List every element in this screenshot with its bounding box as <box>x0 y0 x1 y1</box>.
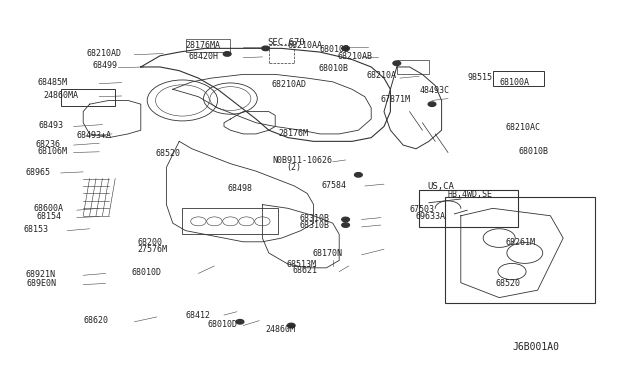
Text: 68154: 68154 <box>36 212 61 221</box>
Text: 68153: 68153 <box>23 225 48 234</box>
Text: 68210AD: 68210AD <box>272 80 307 89</box>
Text: 68200: 68200 <box>138 238 163 247</box>
Circle shape <box>262 46 269 51</box>
Text: N0B911-10626: N0B911-10626 <box>272 156 332 165</box>
Circle shape <box>342 223 349 227</box>
Text: 68620: 68620 <box>83 316 108 325</box>
Text: SEC.670: SEC.670 <box>268 38 305 46</box>
Text: 67871M: 67871M <box>380 95 410 104</box>
Text: 68965: 68965 <box>26 168 51 177</box>
Text: 68493: 68493 <box>38 121 63 130</box>
Text: 68310B: 68310B <box>300 221 330 230</box>
Bar <box>397 60 429 74</box>
Text: 68499: 68499 <box>93 61 118 70</box>
Circle shape <box>355 173 362 177</box>
Text: 68485M: 68485M <box>37 78 67 87</box>
Text: 68210AD: 68210AD <box>86 49 122 58</box>
Bar <box>419 190 518 227</box>
Text: 28176MA: 28176MA <box>186 41 221 50</box>
Text: 68261M: 68261M <box>506 238 536 247</box>
Text: 68412: 68412 <box>186 311 211 320</box>
Text: 68513M: 68513M <box>286 260 316 269</box>
Text: 48493C: 48493C <box>419 86 449 94</box>
Text: 98515: 98515 <box>467 73 492 81</box>
Bar <box>445 197 595 303</box>
Text: 28176M: 28176M <box>278 129 308 138</box>
Bar <box>186 39 230 52</box>
Circle shape <box>236 320 244 324</box>
Text: 68170N: 68170N <box>312 249 342 258</box>
Text: 68010D: 68010D <box>208 320 238 329</box>
Text: 68100A: 68100A <box>499 78 529 87</box>
Text: 27576M: 27576M <box>138 246 168 254</box>
Text: 68921N: 68921N <box>26 270 56 279</box>
Text: 68310B: 68310B <box>300 214 330 223</box>
Text: 689E0N: 689E0N <box>27 279 57 288</box>
Circle shape <box>287 323 295 328</box>
Text: 68210AA: 68210AA <box>288 41 323 50</box>
Text: 68010B: 68010B <box>318 64 348 73</box>
Text: 68520: 68520 <box>156 149 180 158</box>
Text: 68498: 68498 <box>227 185 252 193</box>
Text: HB,4WD,SE: HB,4WD,SE <box>448 190 493 199</box>
Text: 68493+A: 68493+A <box>77 131 112 140</box>
Text: 68210A: 68210A <box>366 71 396 80</box>
Text: 68010B: 68010B <box>518 147 548 156</box>
Text: 24860M: 24860M <box>266 325 296 334</box>
Text: 68210AB: 68210AB <box>338 52 373 61</box>
Text: 68420H: 68420H <box>189 52 219 61</box>
Bar <box>61 89 115 106</box>
Text: 68236: 68236 <box>35 140 60 149</box>
Circle shape <box>223 52 231 56</box>
Text: 24860MA: 24860MA <box>44 91 79 100</box>
Text: (2): (2) <box>287 163 301 172</box>
Circle shape <box>393 61 401 65</box>
Circle shape <box>428 102 436 106</box>
Text: US,CA: US,CA <box>428 182 454 190</box>
Text: 68210AC: 68210AC <box>506 123 541 132</box>
Text: 67584: 67584 <box>322 181 347 190</box>
Text: 68010B: 68010B <box>320 45 350 54</box>
Text: 67503: 67503 <box>410 205 435 214</box>
Text: 68010D: 68010D <box>131 268 161 277</box>
Text: 68520: 68520 <box>496 279 521 288</box>
Text: J6B001A0: J6B001A0 <box>512 342 559 352</box>
Bar <box>493 71 544 86</box>
Text: 68106M: 68106M <box>37 147 67 156</box>
Text: 69633A: 69633A <box>416 212 446 221</box>
Text: 68600A: 68600A <box>33 204 63 213</box>
Text: 68621: 68621 <box>292 266 317 275</box>
Circle shape <box>342 217 349 222</box>
Circle shape <box>342 46 349 51</box>
Bar <box>182 208 278 234</box>
